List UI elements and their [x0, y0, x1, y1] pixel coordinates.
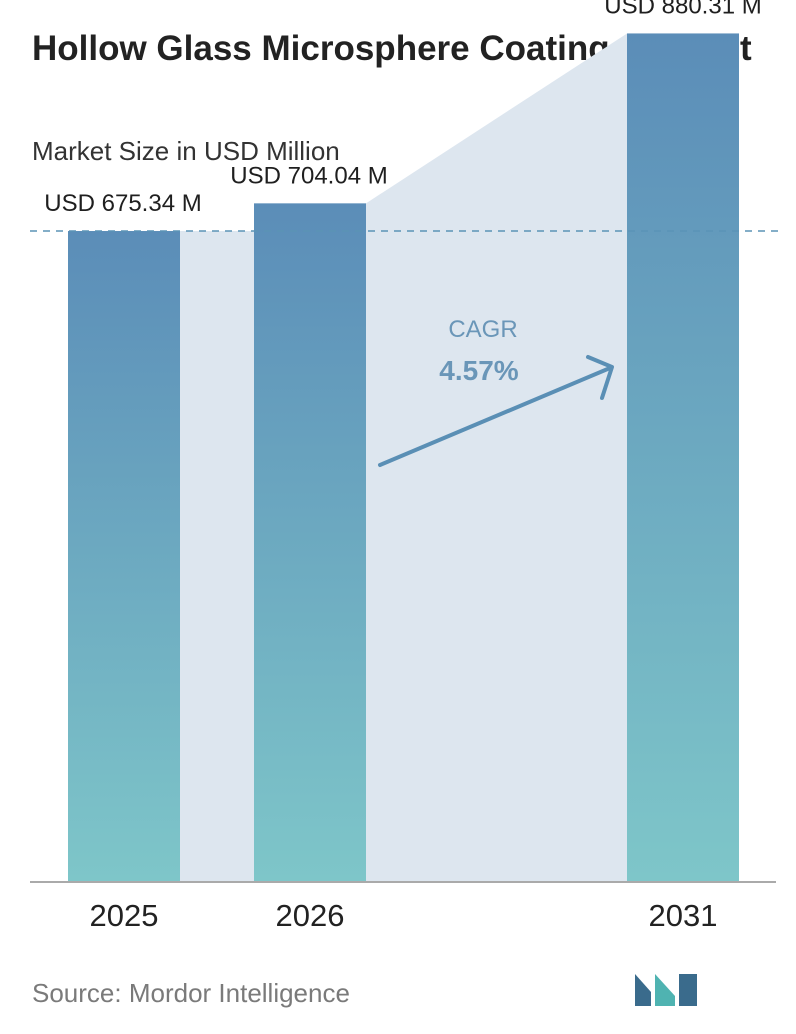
value-label-2025: USD 675.34 M — [44, 190, 201, 217]
value-label-2026: USD 704.04 M — [230, 162, 387, 189]
shade-region — [366, 33, 627, 882]
cagr-label: CAGR — [448, 316, 517, 343]
chart-subtitle: Market Size in USD Million — [32, 136, 340, 166]
bars-group — [68, 33, 739, 882]
cagr-value: 4.57% — [439, 355, 518, 386]
bar-2031 — [627, 33, 739, 882]
x-tick-label-2025: 2025 — [90, 898, 159, 933]
cagr-annotation: CAGR 4.57% — [378, 316, 614, 467]
x-tick-label-2026: 2026 — [276, 898, 345, 933]
cagr-arrowhead-icon — [586, 355, 614, 400]
growth-shade-area — [180, 33, 627, 882]
x-tick-labels-group: 2025 2026 2031 — [90, 898, 718, 933]
x-tick-label-2031: 2031 — [649, 898, 718, 933]
bar-2025 — [68, 231, 180, 882]
value-label-2031: USD 880.31 M — [604, 0, 761, 19]
cagr-arrow-icon — [378, 366, 612, 467]
mordor-intelligence-logo-icon — [635, 974, 697, 1006]
bar-2026 — [254, 203, 366, 882]
value-labels-group: USD 675.34 M USD 704.04 M USD 880.31 M — [44, 0, 761, 217]
source-credit: Source: Mordor Intelligence — [32, 978, 350, 1008]
bar-chart: USD 675.34 M USD 704.04 M USD 880.31 M 202… — [30, 0, 782, 933]
shade-region — [180, 231, 254, 882]
